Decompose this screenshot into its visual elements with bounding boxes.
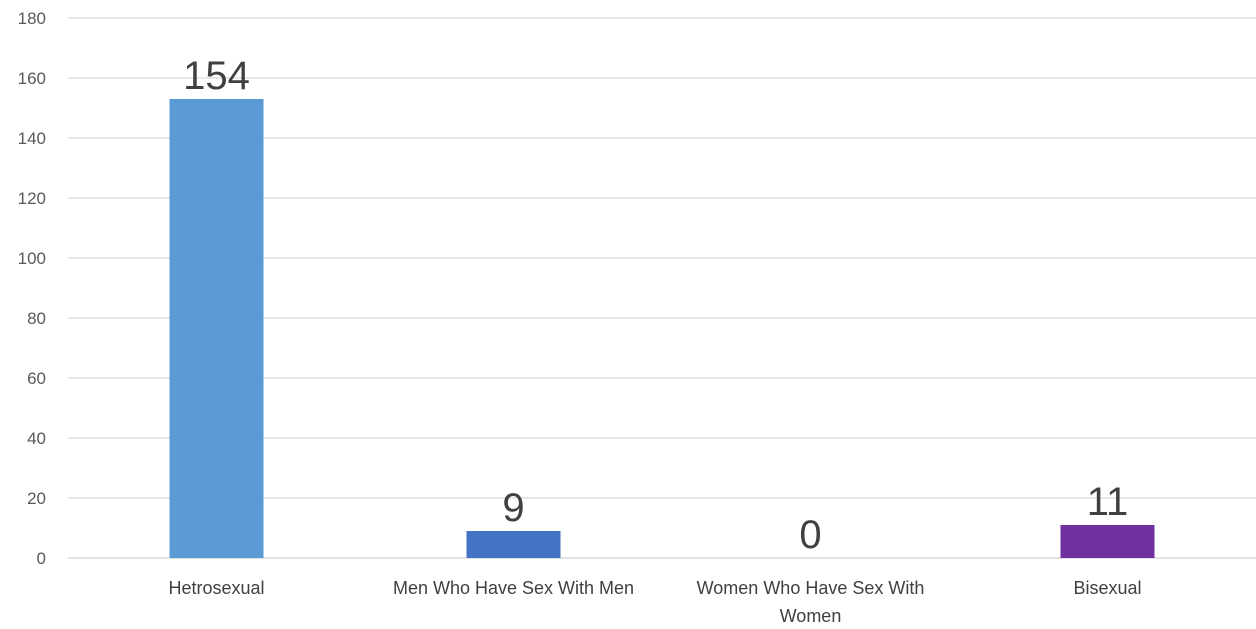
y-tick-label: 180 — [18, 9, 46, 28]
y-tick-label: 140 — [18, 129, 46, 148]
y-tick-label: 80 — [27, 309, 46, 328]
category-label: Hetrosexual — [168, 578, 264, 598]
bar — [169, 99, 264, 558]
category-label: Women — [780, 606, 842, 626]
x-axis-category-labels: Hetrosexual Men Who Have Sex With Men Wome… — [168, 578, 1141, 626]
y-tick-label: 40 — [27, 429, 46, 448]
data-label: 0 — [799, 513, 821, 557]
bar — [1060, 525, 1155, 558]
y-axis-tick-labels: 0 20 40 60 80 100 120 140 160 180 — [18, 9, 46, 568]
category-label: Men Who Have Sex With Men — [393, 578, 634, 598]
data-labels: 154 9 0 11 — [183, 54, 1128, 557]
data-label: 11 — [1087, 480, 1129, 524]
bar — [466, 531, 561, 558]
y-tick-label: 160 — [18, 69, 46, 88]
y-tick-label: 120 — [18, 189, 46, 208]
bars — [169, 99, 1155, 558]
data-label: 9 — [502, 486, 524, 530]
y-tick-label: 100 — [18, 249, 46, 268]
category-label: Bisexual — [1073, 578, 1141, 598]
category-label: Women Who Have Sex With — [697, 578, 925, 598]
y-tick-label: 60 — [27, 369, 46, 388]
data-label: 154 — [183, 54, 250, 98]
y-tick-label: 0 — [37, 549, 46, 568]
gridlines — [68, 17, 1256, 559]
y-tick-label: 20 — [27, 489, 46, 508]
